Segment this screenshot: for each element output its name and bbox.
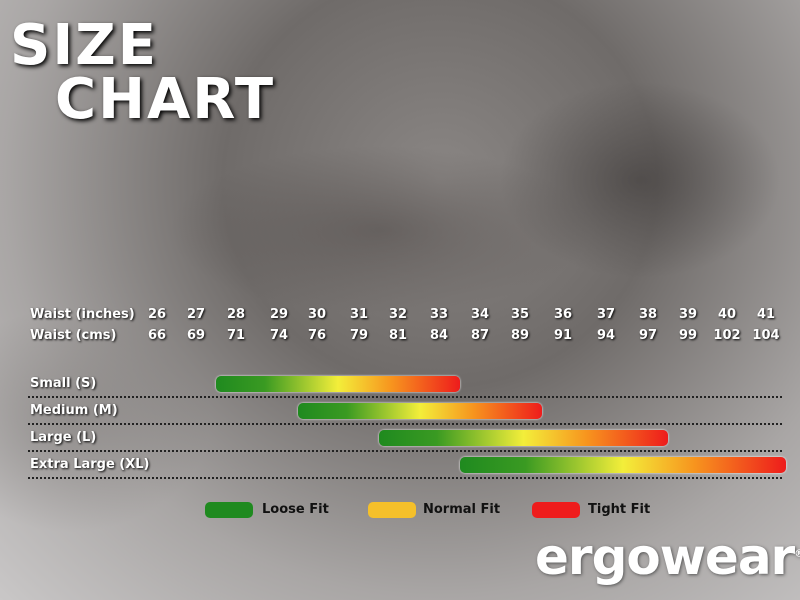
waist-cm-value: 66 [147, 328, 167, 343]
size-range-bar [459, 457, 786, 473]
waist-inch-value: 26 [147, 307, 167, 322]
waist-cm-value: 104 [752, 328, 780, 343]
waist-cm-value: 89 [510, 328, 530, 343]
waist-inch-value: 30 [307, 307, 327, 322]
row-divider [28, 423, 782, 425]
waist-inch-value: 41 [756, 307, 776, 322]
waist-cm-value: 87 [470, 328, 490, 343]
waist-cm-value: 74 [269, 328, 289, 343]
legend-label: Tight Fit [588, 502, 651, 517]
title-chart: CHART [55, 67, 276, 132]
legend-label: Normal Fit [423, 502, 501, 517]
waist-inch-value: 31 [349, 307, 369, 322]
row-divider [28, 396, 782, 398]
waist-inch-value: 38 [638, 307, 658, 322]
waist-inch-value: 27 [186, 307, 206, 322]
row-divider [28, 477, 782, 479]
waist-inch-value: 32 [388, 307, 408, 322]
waist-cm-value: 79 [349, 328, 369, 343]
ergowear-logo: ergowear® [535, 528, 800, 586]
row-divider [28, 450, 782, 452]
waist-inch-value: 28 [226, 307, 246, 322]
waist-cm-value: 76 [307, 328, 327, 343]
legend-swatch [205, 502, 253, 518]
waist-cm-value: 91 [553, 328, 573, 343]
waist-inch-value: 39 [678, 307, 698, 322]
size-range-bar [216, 376, 460, 392]
waist-inch-value: 33 [429, 307, 449, 322]
waist-inch-value: 36 [553, 307, 573, 322]
size-range-bar [298, 403, 542, 419]
waist-cm-value: 97 [638, 328, 658, 343]
waist-cm-value: 84 [429, 328, 449, 343]
title-size: SIZE [10, 13, 159, 78]
waist-inch-value: 35 [510, 307, 530, 322]
size-range-bar [378, 430, 668, 446]
waist-inch-value: 37 [596, 307, 616, 322]
size-label: Extra Large (XL) [30, 457, 150, 472]
waist-inch-value: 40 [717, 307, 737, 322]
waist-cm-value: 81 [388, 328, 408, 343]
waist-cm-value: 71 [226, 328, 246, 343]
waist-cms-label: Waist (cms) [30, 328, 117, 343]
waist-cm-value: 94 [596, 328, 616, 343]
waist-inch-value: 29 [269, 307, 289, 322]
waist-cm-value: 69 [186, 328, 206, 343]
legend-label: Loose Fit [262, 502, 329, 517]
waist-inch-value: 34 [470, 307, 490, 322]
legend-swatch [368, 502, 416, 518]
waist-inches-label: Waist (inches) [30, 307, 135, 322]
waist-cm-value: 102 [713, 328, 741, 343]
waist-cm-value: 99 [678, 328, 698, 343]
size-label: Large (L) [30, 430, 97, 445]
legend-swatch [532, 502, 580, 518]
size-label: Small (S) [30, 376, 97, 391]
size-label: Medium (M) [30, 403, 118, 418]
